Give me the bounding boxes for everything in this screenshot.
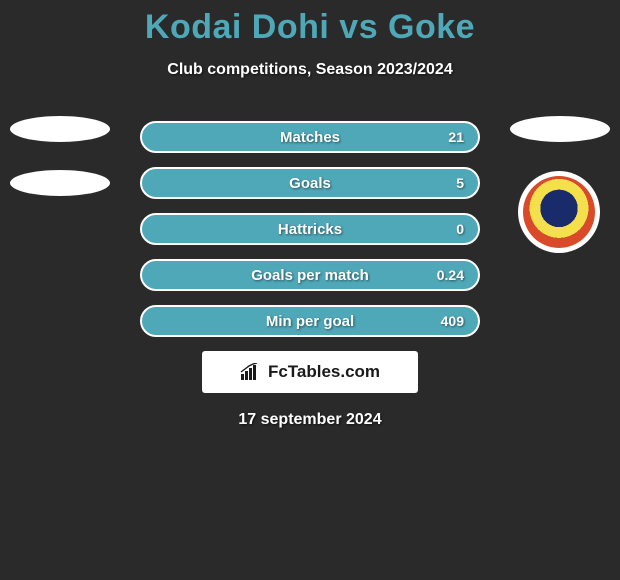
stat-value-right: 0.24 — [437, 267, 464, 283]
stat-value-right: 5 — [456, 175, 464, 191]
stat-value-right: 0 — [456, 221, 464, 237]
right-player-badges — [510, 116, 610, 170]
stat-rows: Matches 21 Goals 5 Hattricks 0 Goals per… — [140, 121, 480, 337]
stat-row-matches: Matches 21 — [140, 121, 480, 153]
page-title: Kodai Dohi vs Goke — [0, 0, 620, 47]
stats-area: Matches 21 Goals 5 Hattricks 0 Goals per… — [0, 121, 620, 429]
placeholder-badge — [10, 116, 110, 142]
club-logo — [518, 171, 600, 253]
placeholder-badge — [510, 116, 610, 142]
stat-value-right: 409 — [441, 313, 464, 329]
placeholder-badge — [10, 170, 110, 196]
page-subtitle: Club competitions, Season 2023/2024 — [0, 61, 620, 79]
stat-row-gpm: Goals per match 0.24 — [140, 259, 480, 291]
footer-date: 17 september 2024 — [0, 411, 620, 429]
stat-label: Hattricks — [278, 221, 342, 238]
stat-value-right: 21 — [448, 129, 464, 145]
branding-text: FcTables.com — [268, 362, 380, 382]
stat-row-hattricks: Hattricks 0 — [140, 213, 480, 245]
stat-row-mpg: Min per goal 409 — [140, 305, 480, 337]
stat-label: Goals — [289, 175, 331, 192]
comparison-card: Kodai Dohi vs Goke Club competitions, Se… — [0, 0, 620, 429]
branding-badge[interactable]: FcTables.com — [202, 351, 418, 393]
stat-row-goals: Goals 5 — [140, 167, 480, 199]
left-player-badges — [10, 116, 110, 224]
club-logo-graphic — [523, 176, 595, 248]
stat-label: Min per goal — [266, 313, 354, 330]
chart-bars-icon — [240, 363, 262, 381]
stat-label: Matches — [280, 129, 340, 146]
stat-label: Goals per match — [251, 267, 369, 284]
